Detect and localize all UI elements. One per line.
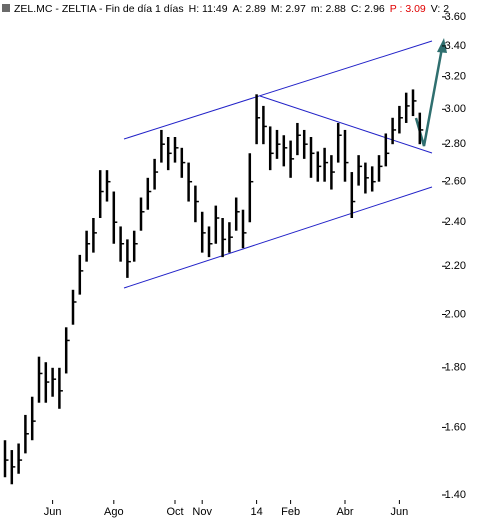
header-field: A: 2.89 xyxy=(233,3,266,15)
header-field: V: 2 xyxy=(431,3,449,15)
x-tick-label: Jun xyxy=(44,506,62,518)
descending-line xyxy=(259,95,433,154)
y-tick-label: 1.80 xyxy=(445,362,466,374)
upper-channel-line xyxy=(123,40,433,140)
y-tick-label: 1.60 xyxy=(445,421,466,433)
trend-lines xyxy=(123,40,433,289)
header-field: H: 11:49 xyxy=(189,3,228,15)
x-tick-label: 14 xyxy=(250,506,262,518)
y-tick-label: 2.00 xyxy=(445,308,466,320)
y-tick-label: 3.00 xyxy=(445,103,466,115)
header-field: m: 2.88 xyxy=(311,3,346,15)
x-tick-label: Abr xyxy=(336,506,353,518)
y-tick-label: 2.80 xyxy=(445,138,466,150)
x-tick-label: Feb xyxy=(281,506,300,518)
x-tick-label: Nov xyxy=(192,506,212,518)
lower-channel-line xyxy=(123,186,433,289)
header-field: C: 2.96 xyxy=(351,3,385,15)
y-tick-label: 3.60 xyxy=(445,11,466,23)
header-field: P : 3.09 xyxy=(390,3,426,15)
y-tick-label: 3.40 xyxy=(445,40,466,52)
header-field: M: 2.97 xyxy=(271,3,306,15)
y-tick-label: 2.20 xyxy=(445,260,466,272)
header: ZEL.MC - ZELTIA - Fin de día 1 días H: 11… xyxy=(0,0,502,17)
header-field: ZEL.MC - ZELTIA - Fin de día 1 días xyxy=(14,3,184,15)
y-tick-label: 2.40 xyxy=(445,216,466,228)
x-tick-label: Oct xyxy=(166,506,183,518)
y-tick-label: 1.40 xyxy=(445,489,466,501)
header-background xyxy=(0,0,502,17)
x-tick-label: Ago xyxy=(104,506,124,518)
x-tick-label: Jun xyxy=(391,506,409,518)
y-tick-label: 2.60 xyxy=(445,176,466,188)
y-tick-label: 3.20 xyxy=(445,71,466,83)
header-icon xyxy=(2,4,10,12)
